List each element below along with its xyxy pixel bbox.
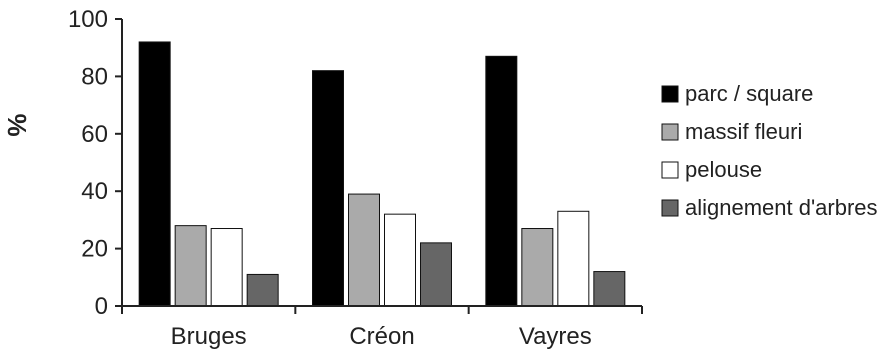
y-tick-label: 40 <box>81 178 108 205</box>
x-category-label: Créon <box>349 323 414 350</box>
bar <box>420 242 452 307</box>
bar <box>138 41 171 307</box>
legend-swatch <box>661 199 679 217</box>
legend-label: pelouse <box>685 157 762 182</box>
bar <box>521 228 554 307</box>
bar <box>384 213 416 307</box>
legend-label: parc / square <box>685 81 813 106</box>
legend-swatch <box>661 85 679 103</box>
bar <box>210 228 243 307</box>
x-category-label: Vayres <box>519 323 592 350</box>
y-tick-label: 80 <box>81 63 108 90</box>
bar <box>174 225 207 307</box>
y-tick-label: 20 <box>81 236 108 263</box>
legend-label: alignement d'arbres <box>685 195 878 220</box>
bar <box>348 193 380 307</box>
bar <box>246 273 279 307</box>
legend-label: massif fleuri <box>685 119 802 144</box>
plot-area <box>138 41 626 307</box>
bar <box>312 70 344 307</box>
legend: parc / square massif fleuri pelouse alignem… <box>661 81 878 220</box>
y-axis: 0 20 40 60 80 100 <box>68 6 123 320</box>
y-tick-label: 0 <box>95 293 108 320</box>
y-axis-label: % <box>2 113 32 136</box>
bar <box>485 55 518 307</box>
bar <box>557 210 590 307</box>
bar <box>593 271 626 307</box>
y-tick-label: 60 <box>81 121 108 148</box>
legend-swatch <box>661 161 679 179</box>
y-tick-label: 100 <box>68 6 108 33</box>
x-axis: Bruges Créon Vayres <box>121 305 643 350</box>
legend-swatch <box>661 123 679 141</box>
x-category-label: Bruges <box>171 323 247 350</box>
